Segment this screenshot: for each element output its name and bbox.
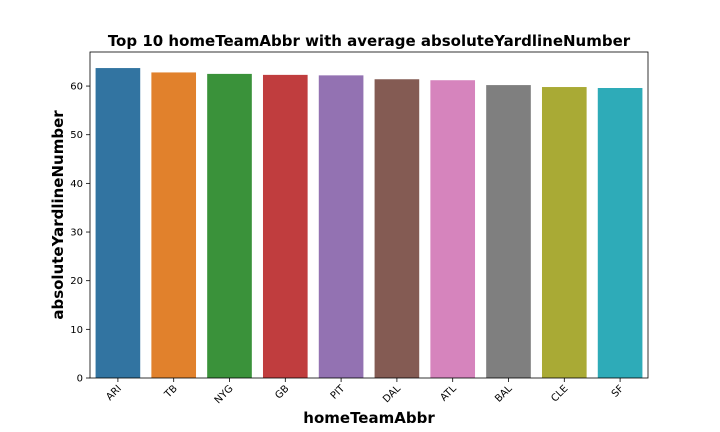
x-tick-label: BAL (493, 383, 515, 405)
bar-bal (486, 85, 531, 378)
x-tick-label: CLE (549, 383, 570, 404)
x-tick-label: ATL (438, 383, 459, 404)
x-tick-label: NYG (213, 383, 236, 406)
chart-title: Top 10 homeTeamAbbr with average absolut… (108, 32, 631, 50)
y-tick-label: 10 (70, 325, 83, 336)
bar-cle (541, 87, 587, 378)
bar-pit (318, 75, 364, 378)
x-tick-label: GB (273, 383, 291, 401)
y-tick-label: 40 (70, 179, 83, 190)
y-tick-label: 50 (70, 130, 83, 141)
x-tick-label: ARI (104, 383, 124, 403)
bar-tb (151, 72, 197, 378)
plot-frame (89, 51, 649, 379)
x-tick-label: SF (610, 383, 627, 400)
x-tick-label: DAL (381, 383, 403, 405)
bar-nyg (207, 73, 252, 379)
y-tick-label: 20 (70, 276, 83, 287)
y-tick-label: 30 (70, 228, 83, 239)
y-tick-label: 60 (70, 82, 83, 93)
bar-gb (262, 74, 308, 379)
bars-group (95, 68, 643, 379)
y-tick-label: 0 (77, 374, 83, 385)
x-axis-label: homeTeamAbbr (303, 409, 435, 427)
bar-ari (95, 68, 141, 379)
y-axis-label: absoluteYardlineNumber (49, 110, 67, 320)
bar-dal (374, 79, 420, 378)
y-axis: 0 10 20 30 40 50 60 (70, 82, 90, 385)
x-axis: ARI TB NYG GB PIT DAL ATL BAL CLE SF (104, 378, 626, 406)
x-tick-label: TB (162, 383, 180, 401)
x-tick-label: PIT (329, 383, 348, 402)
bar-sf (597, 88, 643, 378)
bar-atl (430, 80, 476, 379)
